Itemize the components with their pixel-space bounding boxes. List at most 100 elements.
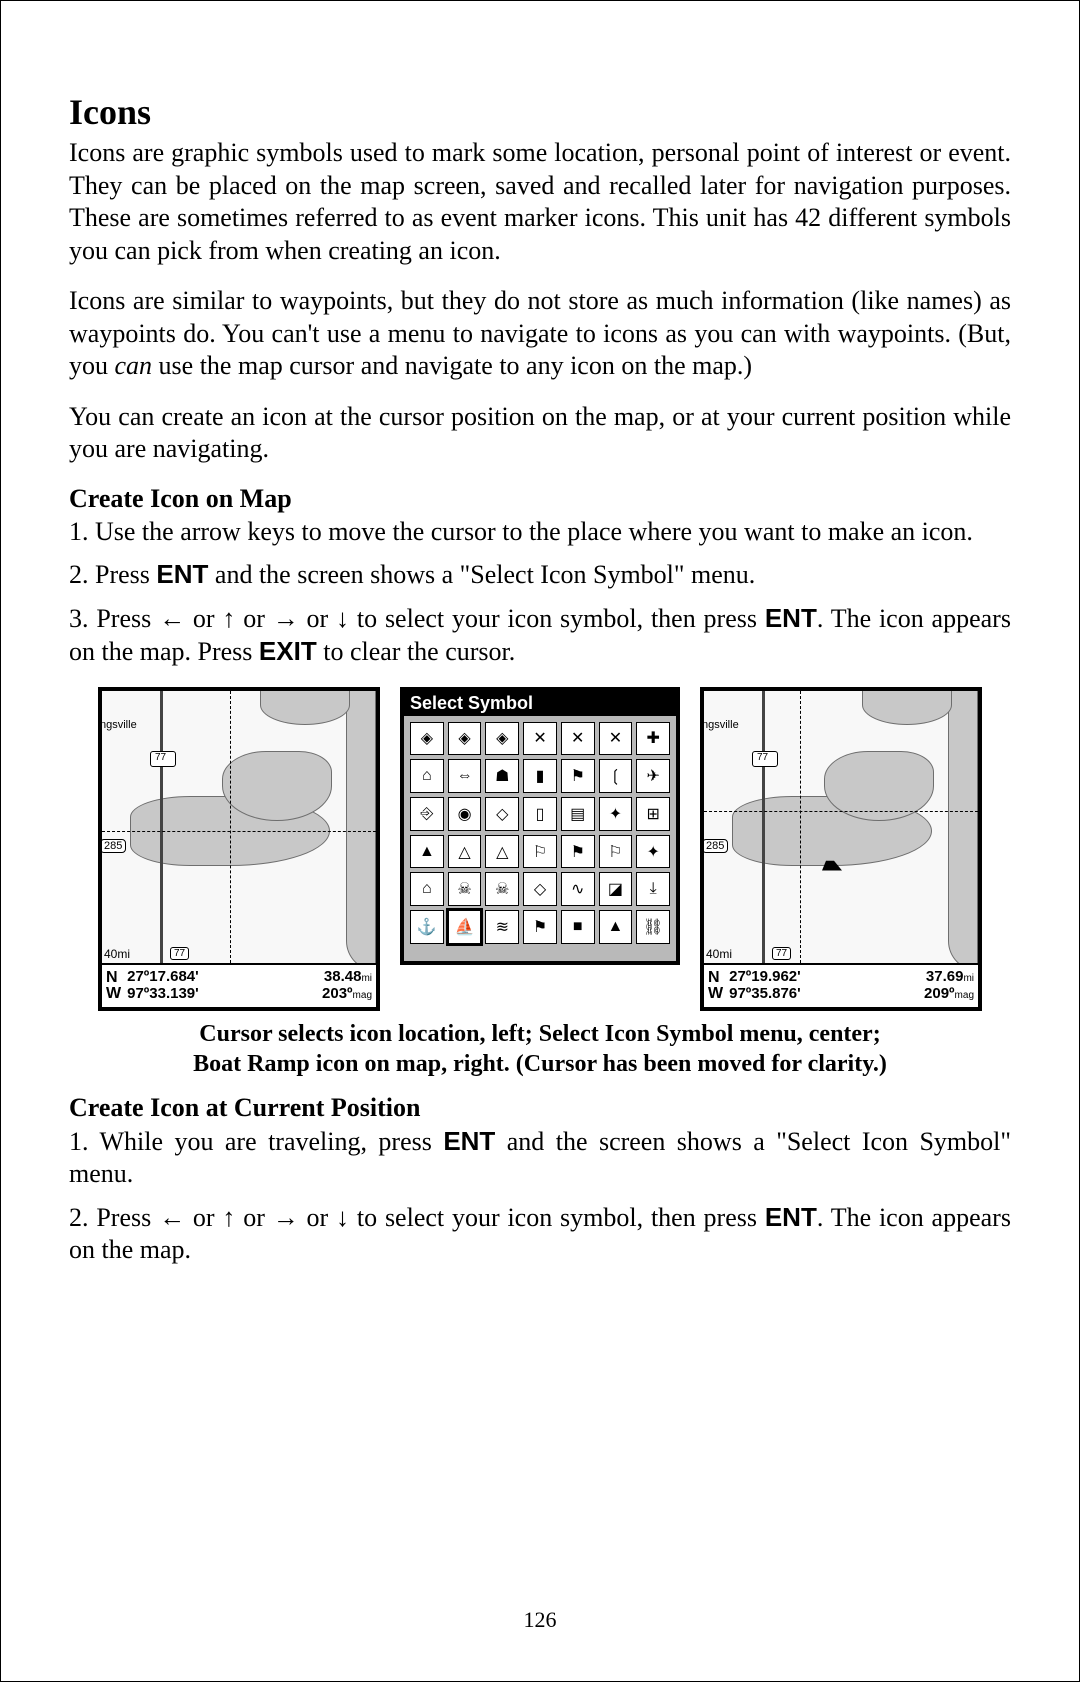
- cursor-crosshair-h: [102, 831, 376, 832]
- para2-can: can: [115, 351, 153, 380]
- menu-title: Select Symbol: [404, 691, 676, 716]
- highway-shield: 77: [155, 752, 166, 763]
- symbol-option[interactable]: ▤: [561, 797, 595, 831]
- symbol-option[interactable]: ◈: [410, 722, 444, 756]
- symbol-option[interactable]: ▮: [523, 759, 557, 793]
- arrow-down-icon: ↓: [336, 1202, 349, 1232]
- step-2-1: 1. While you are traveling, press ENT an…: [69, 1125, 1011, 1191]
- symbol-option[interactable]: ◪: [599, 872, 633, 906]
- symbol-option[interactable]: ▲: [599, 910, 633, 944]
- arrow-left-icon: ←: [159, 1202, 185, 1232]
- manual-page: Icons Icons are graphic symbols used to …: [0, 0, 1080, 1682]
- subheading-create-at-position: Create Icon at Current Position: [69, 1093, 1011, 1123]
- para2-part-b: use the map cursor and navigate to any i…: [152, 351, 752, 380]
- distance-unit: mi: [361, 973, 372, 984]
- step-1-3a: 3. Press: [69, 604, 159, 633]
- highway-285-badge: 285: [100, 839, 126, 853]
- coastline: [346, 687, 376, 971]
- symbol-option[interactable]: ⛓: [636, 910, 670, 944]
- distance-bearing: 38.48mi 203ºmag: [322, 969, 372, 1002]
- or2: or: [235, 604, 272, 633]
- map-panel-left: 77 77 285 ngsville 40mi NW 27º17.684' 97…: [98, 687, 380, 1011]
- map-area-left: 77 77 285 ngsville 40mi NW 27º17.684' 97…: [102, 691, 376, 1007]
- or3: or: [299, 604, 336, 633]
- cursor-crosshair-v: [800, 691, 801, 963]
- symbol-option[interactable]: ⚐: [523, 835, 557, 869]
- symbol-option[interactable]: ☠: [448, 872, 482, 906]
- symbol-option[interactable]: ☗: [485, 759, 519, 793]
- symbol-option[interactable]: ✚: [636, 722, 670, 756]
- symbol-option[interactable]: ≋: [485, 910, 519, 944]
- step-1-1: 1. Use the arrow keys to move the cursor…: [69, 516, 1011, 549]
- symbol-option[interactable]: ▯: [523, 797, 557, 831]
- symbol-option[interactable]: ✕: [561, 722, 595, 756]
- symbol-option[interactable]: ✕: [599, 722, 633, 756]
- bearing-unit: mag: [955, 990, 974, 1001]
- symbol-option[interactable]: ⤓: [636, 872, 670, 906]
- distance: 37.69: [926, 968, 964, 985]
- distance-bearing: 37.69mi 209ºmag: [924, 969, 974, 1002]
- symbol-option[interactable]: ⚑: [561, 835, 595, 869]
- coastline: [948, 687, 978, 971]
- symbol-option[interactable]: ✦: [636, 835, 670, 869]
- map-area-right: 77 77 285 ngsville 40mi NW 27º19.962' 97…: [704, 691, 978, 1007]
- symbol-option[interactable]: ∿: [561, 872, 595, 906]
- cursor-crosshair-h: [704, 811, 978, 812]
- caption-line-2: Boat Ramp icon on map, right. (Cursor ha…: [193, 1051, 887, 1077]
- arrow-down-icon: ↓: [336, 603, 349, 633]
- symbol-option[interactable]: ✕: [523, 722, 557, 756]
- arrow-left-icon: ←: [159, 603, 185, 633]
- paragraph-2: Icons are similar to waypoints, but they…: [69, 285, 1011, 383]
- city-label: ngsville: [702, 719, 739, 731]
- coordinates: 27º17.684' 97º33.139': [127, 969, 199, 1002]
- symbol-option[interactable]: ⛵: [448, 910, 482, 944]
- symbol-option[interactable]: ▲: [410, 835, 444, 869]
- or1: or: [185, 604, 222, 633]
- symbol-option[interactable]: ⚐: [599, 835, 633, 869]
- symbol-option[interactable]: ⊞: [636, 797, 670, 831]
- symbol-option[interactable]: ❲: [599, 759, 633, 793]
- symbol-option[interactable]: ⚑: [561, 759, 595, 793]
- icon-grid: ◈◈◈✕✕✕✚⌂⇔☗▮⚑❲✈⎆◉◇▯▤✦⊞▲△△⚐⚑⚐✦⌂☠☠◇∿◪⤓⚓⛵≋⚑■…: [404, 716, 676, 950]
- section-heading: Icons: [69, 91, 1011, 133]
- bearing: 209º: [924, 985, 955, 1002]
- paragraph-3: You can create an icon at the cursor pos…: [69, 401, 1011, 466]
- symbol-option[interactable]: ⚑: [523, 910, 557, 944]
- symbol-option[interactable]: ⎆: [410, 797, 444, 831]
- step-2-2b: to select your icon symbol, then press: [349, 1203, 765, 1232]
- symbol-option[interactable]: ◈: [448, 722, 482, 756]
- highway-shield: 77: [170, 947, 189, 960]
- highway-shield: 77: [757, 752, 768, 763]
- step-2-2a: 2. Press: [69, 1203, 159, 1232]
- coastline: [260, 687, 350, 725]
- step-1-2b: and the screen shows a "Select Icon Symb…: [208, 560, 755, 589]
- symbol-option[interactable]: ✈: [636, 759, 670, 793]
- symbol-option[interactable]: ⌂: [410, 759, 444, 793]
- symbol-option[interactable]: ⌂: [410, 872, 444, 906]
- figure-caption: Cursor selects icon location, left; Sele…: [110, 1019, 970, 1079]
- map-scale: 40mi: [104, 947, 130, 961]
- city-label: ngsville: [100, 719, 137, 731]
- symbol-option[interactable]: △: [485, 835, 519, 869]
- symbol-option[interactable]: ■: [561, 910, 595, 944]
- symbol-option[interactable]: ◇: [523, 872, 557, 906]
- arrow-right-icon: →: [273, 603, 299, 633]
- key-ent-3: ENT: [443, 1126, 495, 1156]
- step-1-3b: to select your icon symbol, then press: [349, 604, 765, 633]
- highway-285-badge: 285: [702, 839, 728, 853]
- symbol-option[interactable]: ◈: [485, 722, 519, 756]
- coordinates: 27º19.962' 97º35.876': [729, 969, 801, 1002]
- symbol-option[interactable]: ◉: [448, 797, 482, 831]
- longitude: 97º35.876': [729, 985, 801, 1002]
- symbol-option[interactable]: ⚓: [410, 910, 444, 944]
- symbol-option[interactable]: ☠: [485, 872, 519, 906]
- symbol-option[interactable]: ⇔: [448, 759, 482, 793]
- step-1-3d: to clear the cursor.: [317, 637, 516, 666]
- subheading-create-on-map: Create Icon on Map: [69, 484, 1011, 514]
- symbol-option[interactable]: ◇: [485, 797, 519, 831]
- distance-unit: mi: [963, 973, 974, 984]
- symbol-option[interactable]: ✦: [599, 797, 633, 831]
- select-symbol-menu: Select Symbol ◈◈◈✕✕✕✚⌂⇔☗▮⚑❲✈⎆◉◇▯▤✦⊞▲△△⚐⚑…: [400, 687, 680, 965]
- symbol-option[interactable]: △: [448, 835, 482, 869]
- page-number: 126: [1, 1607, 1079, 1633]
